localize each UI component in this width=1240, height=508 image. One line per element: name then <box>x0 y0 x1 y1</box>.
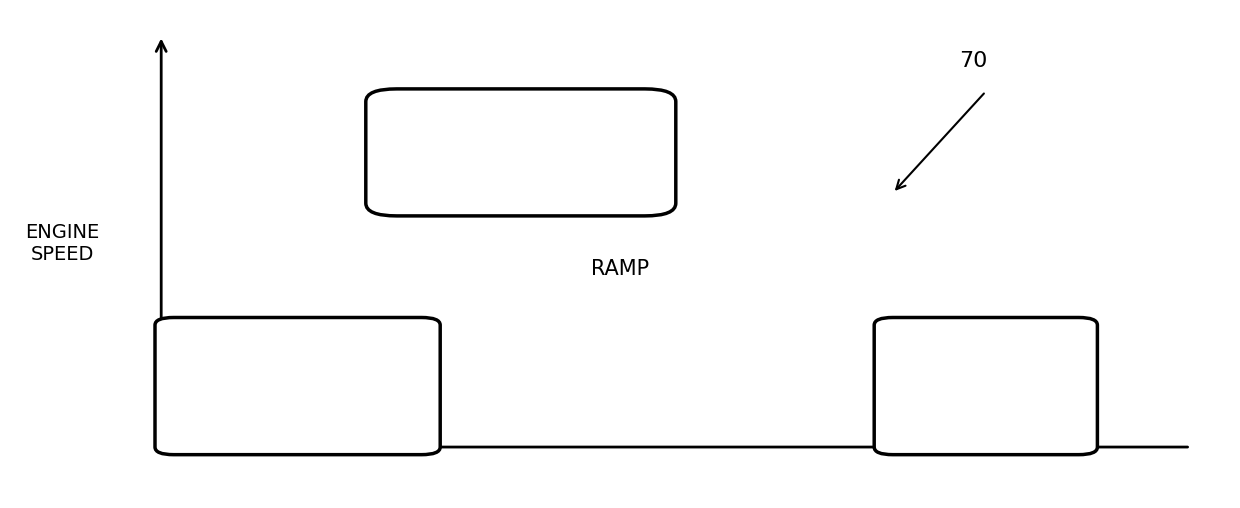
Text: SQR.: SQR. <box>950 397 1003 417</box>
Text: SPLIT: SPLIT <box>237 395 299 414</box>
Text: ENGINE
SPEED: ENGINE SPEED <box>25 224 99 264</box>
Text: SQR.: SQR. <box>461 147 521 168</box>
Text: 72: 72 <box>343 358 371 377</box>
Text: RAMP: RAMP <box>591 259 649 279</box>
Text: 74: 74 <box>1017 357 1044 376</box>
Text: 70: 70 <box>960 51 987 71</box>
Text: 76: 76 <box>562 134 593 154</box>
